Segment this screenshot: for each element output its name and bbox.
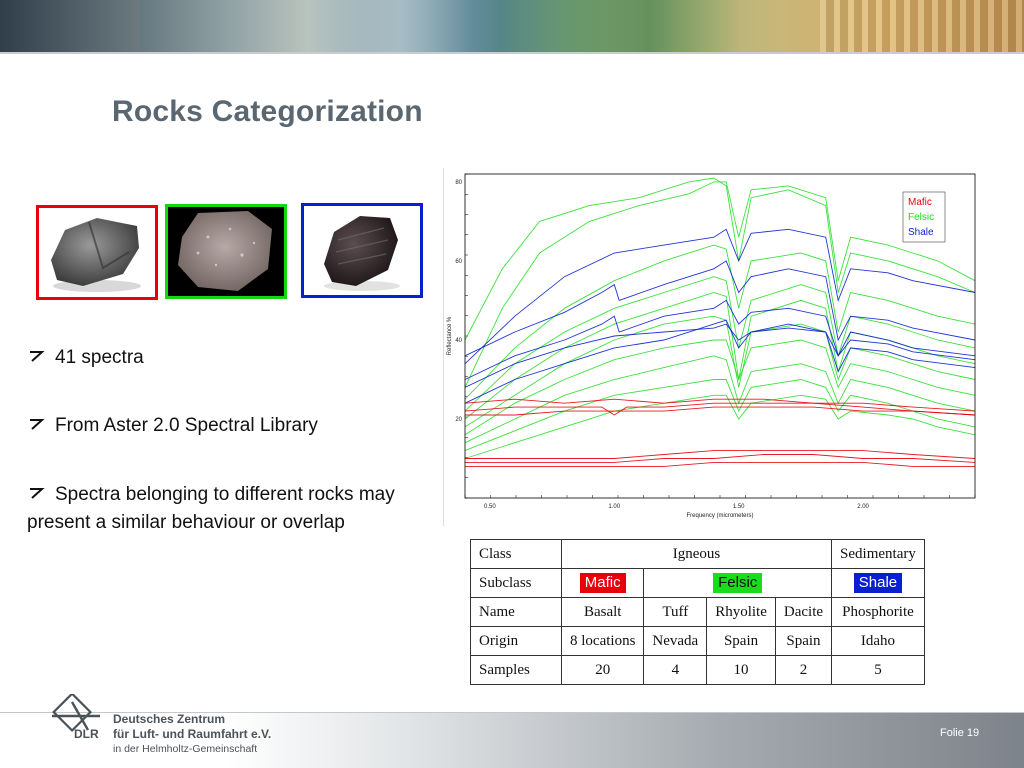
legend-entry: Mafic xyxy=(908,197,932,208)
x-tick-label: 1.50 xyxy=(733,504,745,510)
org-membership-line: in der Helmholtz-Gemeinschaft xyxy=(113,743,258,755)
shale-spectrum-line xyxy=(464,260,976,357)
table-cell: Idaho xyxy=(831,626,925,656)
org-name-line2: für Luft- und Raumfahrt e.V. xyxy=(113,727,272,741)
felsic-spectrum-line xyxy=(464,244,976,400)
shale-rock-image xyxy=(301,203,423,298)
shale-spectrum-line xyxy=(464,323,976,388)
table-cell: Dacite xyxy=(774,597,833,627)
table-row: Subclass Mafic Felsic Shale xyxy=(470,568,925,598)
row-header: Samples xyxy=(470,655,562,685)
banner-divider xyxy=(0,52,1024,54)
mafic-subclass-tag: Mafic xyxy=(579,573,626,593)
felsic-rock-image xyxy=(165,204,287,299)
table-cell: Tuff xyxy=(643,597,708,627)
legend-entry: Felsic xyxy=(908,212,934,223)
table-cell: 20 xyxy=(560,655,645,685)
y-tick-label: 60 xyxy=(455,259,462,265)
dlr-logo-text: DLR xyxy=(74,727,99,741)
table-row: Samples 20 4 10 2 5 xyxy=(470,655,925,685)
mafic-spectrum-line xyxy=(464,402,976,416)
shale-spectrum-line xyxy=(464,228,976,365)
bullet-source-library: From Aster 2.0 Spectral Library xyxy=(27,412,427,440)
table-cell: Basalt xyxy=(560,597,645,627)
plot-frame xyxy=(464,173,976,499)
table-row: Name Basalt Tuff Rhyolite Dacite Phosphorite xyxy=(470,597,925,627)
footer-bar xyxy=(0,712,1024,768)
table-row: Origin 8 locations Nevada Spain Spain Idaho xyxy=(470,626,925,656)
row-header: Class xyxy=(470,539,562,569)
table-cell: Felsic xyxy=(643,568,833,598)
legend-entry: Shale xyxy=(908,227,934,238)
chart-legend: Mafic Felsic Shale xyxy=(902,191,946,243)
shale-spectrum-line xyxy=(464,319,976,404)
bullet-text: From Aster 2.0 Spectral Library xyxy=(55,415,318,436)
row-header: Subclass xyxy=(470,568,562,598)
row-header: Origin xyxy=(470,626,562,656)
x-tick-label: 1.00 xyxy=(608,504,620,510)
table-cell: Phosphorite xyxy=(831,597,925,627)
table-cell: 4 xyxy=(643,655,708,685)
footer-divider xyxy=(0,712,1024,713)
rock-classification-table: Class Igneous Sedimentary Subclass Mafic Fels… xyxy=(470,539,925,685)
org-name-line1: Deutsches Zentrum xyxy=(113,712,226,726)
felsic-subclass-tag: Felsic xyxy=(713,573,763,593)
table-cell: 2 xyxy=(774,655,833,685)
felsic-spectrum-line xyxy=(464,276,976,412)
mafic-spectrum-line xyxy=(465,450,976,459)
arrow-bullet-icon xyxy=(27,481,55,509)
bullet-text: 41 spectra xyxy=(55,347,144,368)
table-cell: Mafic xyxy=(560,568,645,598)
shale-subclass-tag: Shale xyxy=(853,573,903,593)
felsic-spectrum-line xyxy=(464,181,976,388)
table-cell: Sedimentary xyxy=(831,539,925,569)
dlr-logo-icon xyxy=(52,694,100,733)
table-cell: Spain xyxy=(706,626,776,656)
y-tick-label: 80 xyxy=(455,180,462,186)
arrow-bullet-icon xyxy=(27,344,55,372)
x-axis-label: Frequency (micrometers) xyxy=(686,513,753,519)
table-cell: 10 xyxy=(706,655,776,685)
table-cell: Shale xyxy=(831,568,925,598)
bullet-overlap-note: Spectra belonging to different rocks may… xyxy=(27,481,437,537)
felsic-spectrum-line xyxy=(464,355,976,444)
shale-spectrum-line xyxy=(464,299,976,380)
felsic-spectrum-line xyxy=(464,177,976,341)
slide-number: Folie 19 xyxy=(940,727,980,739)
table-row: Class Igneous Sedimentary xyxy=(470,539,925,569)
table-cell: Nevada xyxy=(643,626,708,656)
x-tick-label: 2.00 xyxy=(857,504,869,510)
table-cell: 8 locations xyxy=(560,626,645,656)
mafic-rock-image xyxy=(36,205,158,300)
table-cell: Rhyolite xyxy=(706,597,776,627)
mafic-spectrum-line xyxy=(465,406,976,416)
table-cell: Igneous xyxy=(560,539,833,569)
bullet-spectra-count: 41 spectra xyxy=(27,344,427,372)
x-tick-label: 0.50 xyxy=(484,504,496,510)
header-banner xyxy=(0,0,1024,52)
slide-title: Rocks Categorization xyxy=(112,95,423,128)
row-header: Name xyxy=(470,597,562,627)
arrow-bullet-icon xyxy=(27,412,55,440)
mafic-spectrum-line xyxy=(465,461,975,467)
mafic-spectrum-line xyxy=(464,398,976,412)
legend-box xyxy=(902,191,946,243)
spectra-chart-svg: 0.50 1.00 1.50 2.00 20 40 60 80 Frequency (micr… xyxy=(442,168,978,526)
spectra-chart: 0.50 1.00 1.50 2.00 20 40 60 80 Frequency (micr… xyxy=(442,168,978,526)
y-axis-label: Reflectance % xyxy=(447,316,453,355)
bullet-text: Spectra belonging to different rocks may… xyxy=(27,484,395,533)
y-tick-label: 40 xyxy=(455,338,462,344)
y-tick-label: 20 xyxy=(455,417,462,423)
mafic-spectrum-line xyxy=(465,454,976,463)
table-cell: Spain xyxy=(774,626,833,656)
table-cell: 5 xyxy=(831,655,925,685)
felsic-spectrum-line xyxy=(464,339,976,436)
